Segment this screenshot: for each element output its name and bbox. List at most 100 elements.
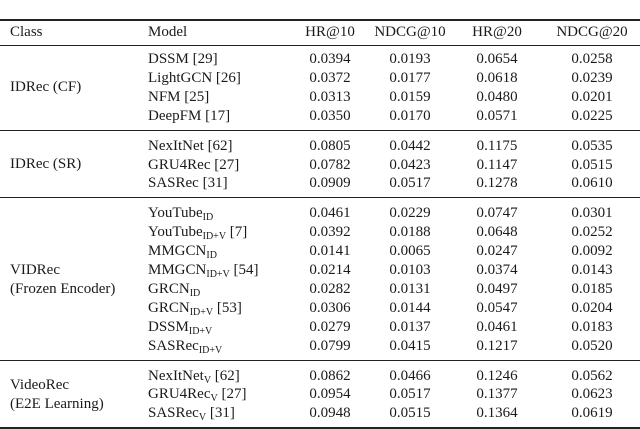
model-subscript: ID: [202, 212, 214, 224]
ndcg10-value: 0.0065: [389, 243, 431, 260]
model-name: MMGCNID: [148, 242, 217, 262]
ndcg10-value: 0.0137: [389, 318, 431, 335]
hr20-value: 0.0648: [476, 224, 518, 241]
hr10-value: 0.0350: [309, 107, 351, 124]
hr10-value: 0.0862: [309, 367, 351, 384]
ndcg20-value: 0.0515: [571, 156, 613, 173]
hr20-value: 0.0480: [476, 88, 518, 105]
ndcg20-value: 0.0239: [571, 69, 613, 86]
citation: [27]: [221, 386, 247, 403]
citation: [62]: [214, 367, 240, 384]
model-base: NFM: [148, 88, 181, 105]
model-base: YouTube: [148, 224, 203, 241]
header-hr10: HR@10: [305, 24, 355, 40]
model-subscript: ID+V: [198, 344, 223, 356]
ndcg10-value: 0.0442: [389, 137, 431, 154]
model-name: LightGCN [26]: [148, 69, 241, 87]
class-label: VideoRec: [10, 376, 70, 393]
ndcg10-value: 0.0159: [389, 88, 431, 105]
ndcg20-value: 0.0185: [571, 280, 613, 297]
model-subscript: ID+V: [202, 231, 227, 243]
model-subscript: V: [203, 374, 212, 386]
hr20-value: 0.0571: [476, 107, 518, 124]
citation: [25]: [184, 88, 210, 105]
model-base: LightGCN: [148, 69, 213, 86]
top-rule: [0, 19, 640, 21]
hr10-value: 0.0306: [309, 299, 351, 316]
model-base: YouTube: [148, 205, 203, 222]
citation: [31]: [202, 175, 228, 192]
hr20-value: 0.1278: [476, 175, 518, 192]
header-ndcg10: NDCG@10: [374, 24, 446, 40]
hr20-value: 0.0497: [476, 280, 518, 297]
model-name: GRU4RecV [27]: [148, 385, 247, 404]
model-base: NexItNet: [148, 137, 204, 154]
model-subscript: ID+V: [189, 306, 214, 318]
model-subscript: ID: [189, 287, 201, 299]
ndcg10-value: 0.0131: [389, 280, 431, 297]
hr20-value: 0.0547: [476, 299, 518, 316]
hr10-value: 0.0461: [309, 205, 351, 222]
hr10-value: 0.0313: [309, 88, 351, 105]
ndcg10-value: 0.0415: [389, 337, 431, 354]
ndcg10-value: 0.0515: [389, 405, 431, 422]
ndcg10-value: 0.0144: [389, 299, 431, 316]
ndcg20-value: 0.0092: [571, 243, 613, 260]
model-base: GRU4Rec: [148, 156, 211, 173]
hr20-value: 0.0618: [476, 69, 518, 86]
model-name: YouTubeID: [148, 204, 214, 224]
hr10-value: 0.0805: [309, 137, 351, 154]
hr20-value: 0.0654: [476, 51, 518, 67]
hr20-value: 0.0461: [476, 318, 518, 335]
header-model: Model: [148, 24, 188, 40]
ndcg10-value: 0.0517: [389, 386, 431, 403]
ndcg20-value: 0.0258: [571, 51, 613, 67]
header-hr20: HR@20: [472, 24, 522, 40]
model-base: GRU4Rec: [148, 386, 211, 403]
class-label: IDRec (SR): [10, 156, 82, 173]
ndcg20-value: 0.0225: [571, 107, 613, 124]
model-subscript: V: [198, 412, 207, 424]
ndcg20-value: 0.0143: [571, 262, 613, 278]
citation: [26]: [215, 69, 241, 86]
ndcg20-value: 0.0623: [571, 386, 613, 403]
group-rule: [0, 129, 640, 131]
citation: [29]: [192, 51, 218, 67]
model-subscript: ID: [206, 250, 217, 262]
class-label: (E2E Learning): [10, 395, 104, 412]
ndcg10-value: 0.0103: [389, 262, 431, 278]
ndcg10-value: 0.0188: [389, 224, 431, 241]
hr20-value: 0.0247: [476, 243, 518, 260]
citation: [17]: [205, 107, 231, 124]
ndcg10-value: 0.0517: [389, 175, 431, 192]
ndcg20-value: 0.0535: [571, 137, 613, 154]
ndcg20-value: 0.0619: [571, 405, 613, 422]
hr20-value: 0.0747: [476, 205, 518, 222]
ndcg20-value: 0.0252: [571, 224, 613, 241]
hr20-value: 0.1364: [476, 405, 518, 422]
model-base: GRCN: [148, 280, 190, 297]
ndcg20-value: 0.0201: [571, 88, 613, 105]
model-name: SASRecV [31]: [148, 404, 235, 424]
ndcg20-value: 0.0520: [571, 337, 613, 354]
class-label: VIDRec: [10, 261, 60, 278]
hr10-value: 0.0394: [309, 51, 351, 67]
model-base: SASRec: [148, 405, 199, 422]
ndcg20-value: 0.0562: [571, 367, 613, 384]
citation: [7]: [229, 224, 248, 241]
hr20-value: 0.1217: [476, 337, 518, 354]
citation: [54]: [233, 262, 259, 278]
model-base: DSSM: [148, 51, 189, 67]
hr10-value: 0.0392: [309, 224, 351, 241]
model-base: MMGCN: [148, 243, 207, 260]
model-name: GRCNID+V [53]: [148, 299, 242, 318]
model-name: DSSMID+V: [148, 318, 212, 337]
model-name: GRCNID: [148, 280, 201, 299]
model-name: NexItNetV [62]: [148, 367, 240, 386]
model-name: SASRec [31]: [148, 174, 228, 192]
model-base: MMGCN: [148, 262, 207, 278]
ndcg10-value: 0.0229: [389, 205, 431, 222]
header-ndcg20: NDCG@20: [556, 24, 628, 40]
hr10-value: 0.0279: [309, 318, 351, 335]
ndcg10-value: 0.0177: [389, 69, 431, 86]
